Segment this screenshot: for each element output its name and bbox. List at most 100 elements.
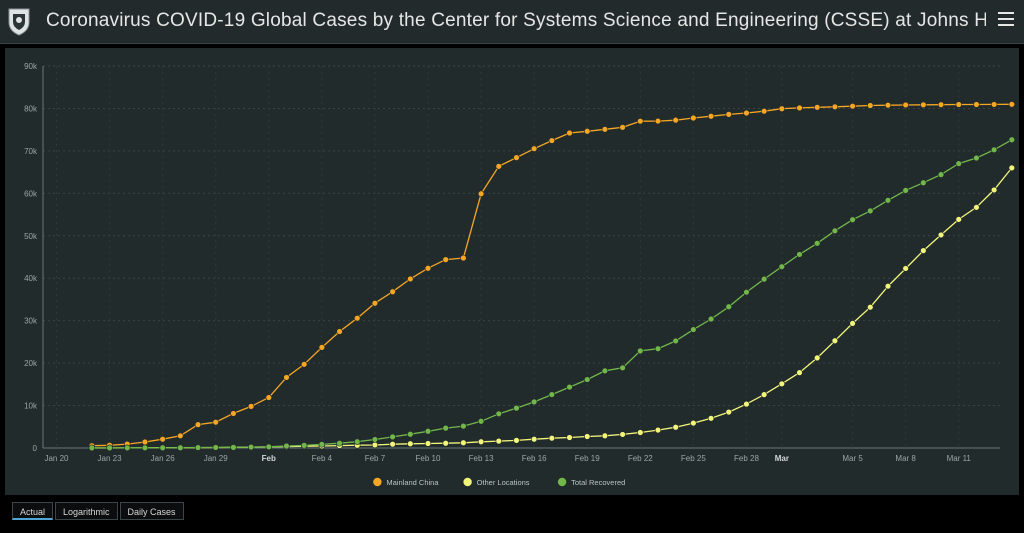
data-point: [495, 437, 502, 445]
series-line-total-recovered: [91, 139, 1013, 449]
data-point: [407, 440, 414, 447]
x-tick-label: Mar 8: [895, 454, 916, 463]
x-tick-label: Feb 10: [416, 454, 441, 463]
data-point: [690, 419, 697, 427]
tab-actual[interactable]: Actual: [12, 502, 54, 520]
data-point: [336, 328, 343, 335]
data-point: [849, 216, 856, 223]
tab-daily-cases[interactable]: Daily Cases: [119, 502, 184, 520]
data-point: [442, 256, 449, 263]
data-point: [990, 146, 998, 154]
chart-panel: 0 10k 20k 30k 40k 50k 60k 70k 80k 90k Jan 20 Jan 23…: [5, 48, 1019, 495]
data-point: [318, 441, 326, 448]
data-point: [265, 443, 272, 450]
data-point: [725, 303, 732, 310]
data-point: [637, 429, 644, 436]
data-point: [159, 444, 166, 451]
data-point: [601, 126, 609, 133]
data-point: [619, 431, 626, 438]
data-point: [159, 435, 166, 443]
data-point: [354, 438, 361, 445]
data-point: [672, 337, 679, 345]
data-point: [867, 102, 874, 109]
data-point: [654, 117, 662, 125]
data-point: [743, 400, 750, 408]
y-tick-label: 80k: [24, 104, 38, 113]
legend-label: Mainland China: [386, 478, 439, 487]
data-point: [283, 442, 290, 450]
data-point: [849, 102, 856, 110]
app-header: Coronavirus COVID-19 Global Cases by the…: [0, 0, 1024, 44]
x-tick-label: Feb 28: [734, 454, 759, 463]
data-point: [141, 444, 149, 452]
x-tick-label: Jan 23: [98, 454, 123, 463]
data-point: [937, 171, 945, 178]
data-point: [300, 442, 308, 449]
data-point: [920, 101, 927, 108]
data-point: [637, 347, 644, 355]
data-point: [548, 435, 556, 442]
legend-marker: [557, 477, 567, 487]
data-point: [389, 288, 396, 295]
data-point: [513, 404, 520, 412]
data-point: [407, 431, 414, 438]
data-point: [513, 437, 520, 444]
data-point: [495, 410, 502, 417]
data-point: [796, 251, 803, 258]
y-tick-label: 90k: [24, 62, 38, 71]
data-point: [265, 394, 272, 401]
x-tick-label: Jan 20: [44, 454, 69, 463]
x-tick-label: Jan 29: [204, 454, 229, 463]
page-title: Coronavirus COVID-19 Global Cases by the…: [46, 10, 986, 31]
cases-line-chart: 0 10k 20k 30k 40k 50k 60k 70k 80k 90k Jan 20 Jan 23…: [24, 62, 1016, 487]
x-tick-label: Mar: [775, 454, 789, 463]
data-point: [884, 101, 892, 109]
data-point: [654, 345, 662, 352]
x-tick-label: Feb 7: [365, 454, 386, 463]
data-point: [141, 438, 149, 446]
data-point: [424, 428, 432, 435]
data-point: [831, 337, 839, 344]
x-tick-label: Jan 26: [151, 454, 176, 463]
data-point: [566, 129, 573, 137]
x-tick-label: Feb 16: [522, 454, 547, 463]
data-point: [584, 376, 591, 383]
hamburger-menu-icon[interactable]: [998, 8, 1014, 32]
shield-crest-icon: [8, 8, 30, 36]
data-point: [814, 354, 821, 362]
data-point: [955, 101, 962, 108]
data-point: [230, 410, 237, 417]
data-point: [867, 207, 874, 215]
y-tick-label: 30k: [24, 317, 38, 326]
y-tick-label: 20k: [24, 359, 38, 368]
data-point: [601, 432, 609, 439]
data-point: [654, 426, 662, 434]
data-point: [584, 128, 591, 135]
data-point: [584, 433, 591, 440]
tab-logarithmic[interactable]: Logarithmic: [55, 502, 118, 520]
x-tick-label: Feb 25: [681, 454, 706, 463]
data-point: [318, 344, 326, 351]
data-point: [707, 315, 715, 323]
legend-label: Total Recovered: [571, 478, 625, 487]
x-tick-label: Mar 11: [947, 454, 972, 463]
y-tick-label: 50k: [24, 232, 38, 241]
data-point: [513, 154, 520, 161]
data-point: [973, 204, 980, 211]
data-point: [460, 254, 467, 262]
data-point: [442, 440, 449, 447]
data-point: [831, 227, 839, 235]
data-point: [831, 103, 839, 111]
data-point: [106, 444, 113, 452]
data-point: [1008, 101, 1016, 108]
data-point: [194, 444, 202, 451]
data-point: [743, 109, 750, 117]
data-point: [619, 364, 626, 372]
data-point: [902, 265, 909, 272]
data-point: [902, 101, 909, 109]
y-tick-label: 60k: [24, 189, 38, 198]
data-point: [990, 186, 998, 194]
data-point: [460, 422, 467, 430]
data-point: [124, 444, 131, 452]
data-point: [389, 440, 396, 448]
